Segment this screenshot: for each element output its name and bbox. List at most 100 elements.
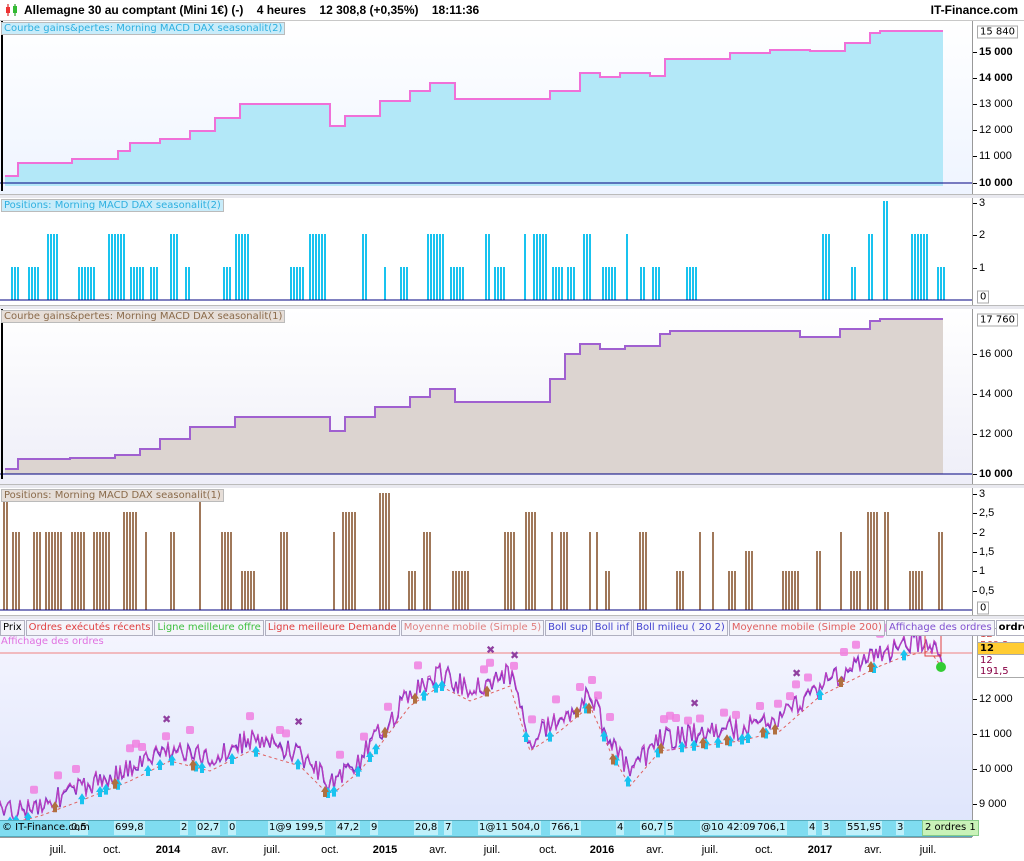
equity-curve-panel-2[interactable]: Courbe gains&pertes: Morning MACD DAX se… [0,21,1024,194]
positions-1-title: Positions: Morning MACD DAX seasonalit(1… [1,489,224,502]
order-cell[interactable]: 3 [896,821,905,835]
equity-curve-1-plot[interactable] [0,309,972,484]
sell-order-marker [720,708,728,717]
position-bar [253,571,255,610]
order-cell[interactable]: 9 [370,821,379,835]
sell-order-marker [840,647,848,656]
positions-1-plot[interactable] [0,488,972,616]
order-cell[interactable]: 3 [822,821,831,835]
legend-sma200[interactable]: Moyenne mobile (Simple 200) [728,620,885,636]
position-bar [655,267,657,300]
legend-boll-mid[interactable]: Boll milieu ( 20 2) [633,620,728,636]
sell-order-marker [336,750,344,759]
price-plot[interactable]: ✖ ✖ ✖ ✖ ✖ ✖ [0,619,972,837]
position-bar [403,267,405,300]
position-bar [918,571,920,610]
order-cell[interactable]: 706,1 [756,821,787,835]
order-cell[interactable]: 1@11 504,0 [478,821,541,835]
position-bar [488,234,490,300]
position-bar [199,493,201,610]
positions-panel-1[interactable]: Positions: Morning MACD DAX seasonalit(1… [0,488,1024,616]
position-bar [345,512,347,610]
position-bar [712,532,714,610]
sell-order-marker [696,714,704,723]
close-order-marker: ✖ [690,697,699,710]
position-bar [48,532,50,610]
equity-curve-1-title: Courbe gains&pertes: Morning MACD DAX se… [1,310,286,323]
legend-orders-display[interactable]: Affichage des ordres [885,620,995,636]
buy-arrow-marker [816,689,824,700]
order-cell[interactable]: 551,9 [846,821,877,835]
position-bar [851,267,853,300]
equity-curve-panel-1[interactable]: Courbe gains&pertes: Morning MACD DAX se… [0,309,1024,484]
order-cell[interactable]: 47,2 [336,821,361,835]
position-bar [18,532,20,610]
equity-curve-2-plot[interactable] [0,21,972,194]
legend-boll-inf[interactable]: Boll inf [591,620,633,636]
order-cell[interactable]: 2 [180,821,189,835]
position-bar [57,532,59,610]
positions-2-title: Positions: Morning MACD DAX seasonalit(2… [1,199,224,212]
close-order-marker: ✖ [486,644,495,657]
position-bar [442,234,444,300]
timeframe-label[interactable]: 4 heures [256,3,307,17]
sell-order-marker [786,692,794,701]
position-bar [33,532,35,610]
order-cell[interactable]: 766,1 [550,821,581,835]
buy-arrow-marker [432,681,440,693]
position-bar [534,512,536,610]
positions-2-plot[interactable] [0,198,972,306]
order-cell[interactable]: 7 [444,821,453,835]
clock-label: 18:11:36 [431,3,480,17]
position-bar [28,267,30,300]
order-cell[interactable]: 5 [666,821,675,835]
price-panel[interactable]: ✖ ✖ ✖ ✖ ✖ ✖ 12 569,2 12 308,8 12 191,5 12 000… [0,619,1024,837]
order-cell[interactable]: 1@9 199,5 [268,821,325,835]
sell-order-marker [594,691,602,700]
orders-count-label: ordres 1 [995,620,1024,636]
order-cell[interactable]: 0 [228,821,237,835]
buy-arrow-marker [228,753,236,764]
position-bar [54,532,56,610]
legend-recent-orders[interactable]: Ordres exécutés récents [25,620,154,636]
buy-arrow-marker [624,775,632,787]
order-cell[interactable]: 0 [742,821,751,835]
legend-sma5[interactable]: Moyenne mobile (Simple 5) [400,620,545,636]
time-axis-label: juil. [263,844,281,856]
order-cell[interactable]: 20,8 [414,821,439,835]
position-bar [458,571,460,610]
position-bar [586,234,588,300]
order-cell[interactable]: 02,7 [196,821,221,835]
axis-tick: 1,5 [972,546,995,558]
orders-strip[interactable]: 0,5 699,8 2 02,7 0 1@9 199,5 47,2 9 20,8 7 1@11 50… [0,820,972,837]
exit-arrow-marker [759,726,767,738]
legend-best-demand[interactable]: Ligne meilleure Demande [264,620,400,636]
order-cell[interactable]: 699,8 [114,821,145,835]
order-cell[interactable]: 60,7 [640,821,665,835]
order-cell[interactable]: 4 [808,821,817,835]
position-bar [485,234,487,300]
position-bar [123,234,125,300]
position-bar [734,571,736,610]
position-bar [244,234,246,300]
position-bar [689,267,691,300]
legend-orders-display-2[interactable]: Affichage des ordres [1,636,104,647]
position-bar [462,267,464,300]
legend-best-offer[interactable]: Ligne meilleure offre [154,620,264,636]
position-bar [453,267,455,300]
position-bar [570,267,572,300]
legend-price[interactable]: Prix [0,620,25,636]
order-cell[interactable]: 5 [874,821,883,835]
position-bar [238,234,240,300]
time-axis-label: oct. [321,844,339,856]
position-bar [226,267,228,300]
position-bar [427,234,429,300]
equity-curve-1-axis: 17 760 16 000 14 000 12 000 10 000 [972,309,1024,484]
order-cell[interactable]: 4 [616,821,625,835]
positions-panel-2[interactable]: Positions: Morning MACD DAX seasonalit(2… [0,197,1024,306]
position-bar [93,532,95,610]
position-bar [108,234,110,300]
order-cell[interactable]: 0,5 [70,821,88,835]
position-bar [822,234,824,300]
legend-boll-sup[interactable]: Boll sup [545,620,591,636]
